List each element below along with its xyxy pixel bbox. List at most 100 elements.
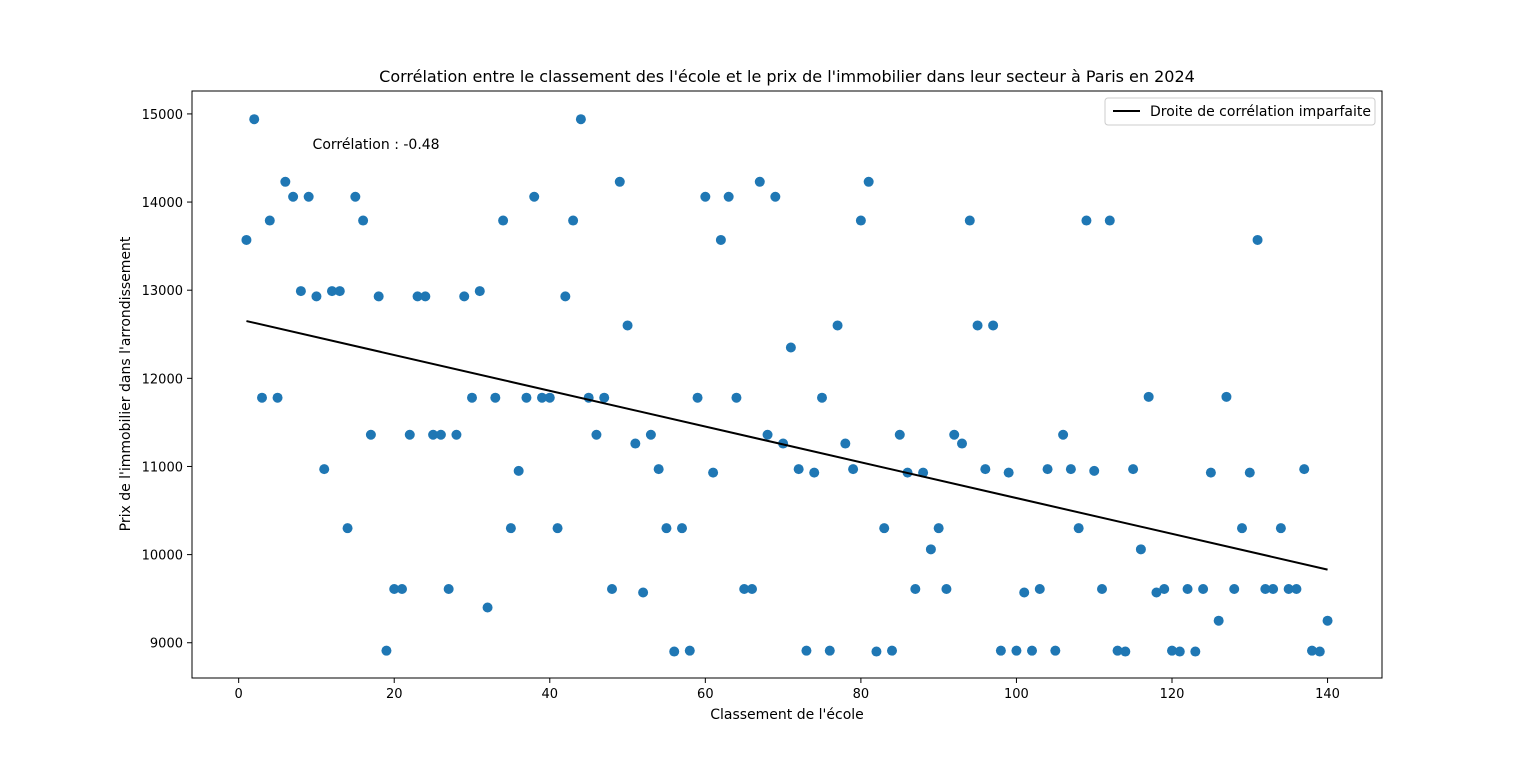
scatter-point	[443, 583, 454, 594]
points-layer	[241, 114, 1333, 657]
scatter-point	[1050, 645, 1061, 656]
y-tick-label: 11000	[142, 460, 183, 475]
scatter-point	[1237, 523, 1247, 534]
scatter-point	[1027, 645, 1037, 656]
scatter-point	[490, 392, 501, 403]
scatter-point	[925, 544, 936, 555]
x-tick-label: 120	[1160, 687, 1185, 702]
scatter-point	[327, 286, 337, 297]
x-tick-label: 140	[1315, 687, 1340, 702]
scatter-point	[879, 523, 890, 534]
scatter-point	[435, 429, 446, 440]
scatter-point	[1073, 523, 1084, 534]
scatter-point	[474, 286, 485, 297]
scatter-point	[591, 429, 602, 440]
scatter-point	[451, 429, 462, 440]
y-tick-label: 15000	[142, 108, 183, 123]
scatter-point	[957, 438, 967, 449]
scatter-point	[389, 583, 400, 594]
scatter-point	[1307, 645, 1317, 656]
x-tick-label: 80	[853, 687, 870, 702]
scatter-point	[1120, 646, 1131, 657]
scatter-point	[1058, 429, 1069, 440]
scatter-point	[373, 291, 384, 302]
scatter-point	[972, 320, 983, 331]
legend-entry-label: Droite de corrélation imparfaite	[1150, 104, 1371, 120]
scatter-point	[420, 291, 431, 302]
scatter-point	[1065, 464, 1076, 475]
scatter-point	[544, 392, 555, 403]
scatter-point	[840, 438, 851, 449]
scatter-point	[871, 646, 882, 657]
correlation-line	[246, 320, 1328, 571]
scatter-point	[1167, 645, 1177, 656]
scatter-point	[295, 286, 306, 297]
scatter-point	[622, 320, 633, 331]
scatter-point	[288, 191, 299, 202]
scatter-point	[614, 176, 625, 187]
scatter-point	[334, 286, 345, 297]
scatter-point	[412, 291, 423, 302]
plot-frame	[191, 90, 1383, 679]
scatter-point	[754, 176, 765, 187]
scatter-point	[1081, 215, 1092, 226]
scatter-point	[428, 429, 439, 440]
scatter-point	[848, 464, 859, 475]
scatter-point	[1190, 646, 1201, 657]
scatter-point	[1104, 215, 1115, 226]
scatter-point	[630, 438, 641, 449]
scatter-point	[995, 645, 1006, 656]
scatter-point	[669, 646, 680, 657]
scatter-point	[832, 320, 843, 331]
x-axis-ticks: 0 20 40 60 80 100 120 140	[235, 678, 1340, 702]
scatter-point	[1221, 391, 1232, 402]
scatter-point	[459, 291, 470, 302]
x-tick-label: 0	[235, 687, 243, 702]
scatter-point	[303, 191, 314, 202]
scatter-point	[855, 215, 866, 226]
scatter-point	[1213, 615, 1224, 626]
scatter-point	[521, 392, 532, 403]
scatter-point	[607, 583, 617, 594]
scatter-point	[1314, 646, 1325, 657]
scatter-point	[397, 583, 407, 594]
scatter-point	[264, 215, 275, 226]
scatter-point	[809, 467, 820, 478]
scatter-point	[747, 583, 757, 594]
scatter-point	[1097, 583, 1107, 594]
scatter-point	[933, 523, 944, 534]
scatter-point	[638, 587, 649, 598]
legend: Droite de corrélation imparfaite	[1104, 97, 1376, 126]
scatter-point	[529, 191, 540, 202]
scatter-point	[1229, 583, 1240, 594]
scatter-point	[280, 176, 291, 187]
scatter-point	[404, 429, 415, 440]
y-tick-label: 13000	[142, 284, 183, 299]
scatter-point	[941, 583, 952, 594]
scatter-point	[272, 392, 283, 403]
scatter-point	[739, 583, 750, 594]
scatter-point	[365, 429, 376, 440]
scatter-point	[1283, 583, 1294, 594]
scatter-point	[949, 429, 960, 440]
scatter-point	[575, 114, 586, 125]
scatter-point	[599, 392, 610, 403]
scatter-point	[910, 583, 921, 594]
scatter-point	[1174, 646, 1185, 657]
x-axis-label: Classement de l'école	[710, 707, 864, 723]
scatter-point	[645, 429, 656, 440]
scatter-point	[482, 602, 493, 613]
scatter-point	[692, 392, 703, 403]
scatter-point	[249, 114, 260, 125]
scatter-point	[467, 392, 477, 403]
scatter-point	[824, 645, 835, 656]
scatter-point	[1182, 583, 1193, 594]
scatter-point	[785, 342, 796, 353]
scatter-point	[513, 465, 524, 476]
x-tick-label: 60	[697, 687, 714, 702]
scatter-point	[1275, 523, 1286, 534]
scatter-point	[1299, 464, 1310, 475]
scatter-point	[723, 191, 734, 202]
scatter-point	[708, 467, 719, 478]
